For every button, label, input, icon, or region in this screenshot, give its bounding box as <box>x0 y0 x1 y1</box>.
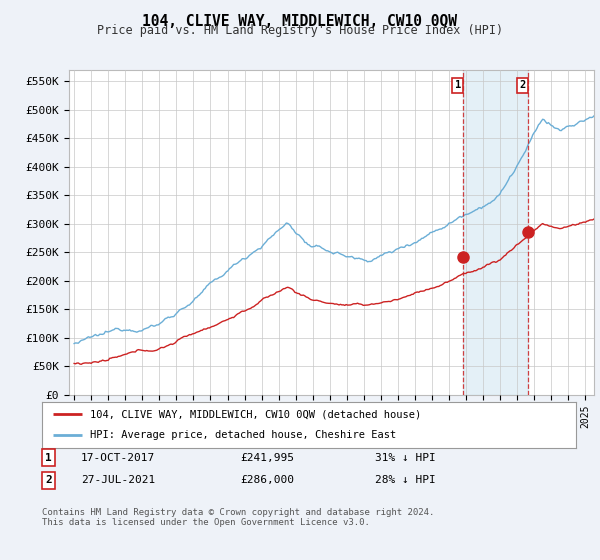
Text: 1: 1 <box>455 81 461 90</box>
Text: Contains HM Land Registry data © Crown copyright and database right 2024.
This d: Contains HM Land Registry data © Crown c… <box>42 508 434 528</box>
Text: 2: 2 <box>519 81 526 90</box>
Text: 27-JUL-2021: 27-JUL-2021 <box>81 475 155 486</box>
Text: £286,000: £286,000 <box>240 475 294 486</box>
Text: 104, CLIVE WAY, MIDDLEWICH, CW10 0QW: 104, CLIVE WAY, MIDDLEWICH, CW10 0QW <box>143 14 458 29</box>
Text: 104, CLIVE WAY, MIDDLEWICH, CW10 0QW (detached house): 104, CLIVE WAY, MIDDLEWICH, CW10 0QW (de… <box>90 409 421 419</box>
Text: HPI: Average price, detached house, Cheshire East: HPI: Average price, detached house, Ches… <box>90 431 397 441</box>
Text: £241,995: £241,995 <box>240 452 294 463</box>
Text: 1: 1 <box>45 452 52 463</box>
Text: 31% ↓ HPI: 31% ↓ HPI <box>375 452 436 463</box>
Text: 2: 2 <box>45 475 52 486</box>
Text: Price paid vs. HM Land Registry's House Price Index (HPI): Price paid vs. HM Land Registry's House … <box>97 24 503 37</box>
Text: 17-OCT-2017: 17-OCT-2017 <box>81 452 155 463</box>
Text: 28% ↓ HPI: 28% ↓ HPI <box>375 475 436 486</box>
